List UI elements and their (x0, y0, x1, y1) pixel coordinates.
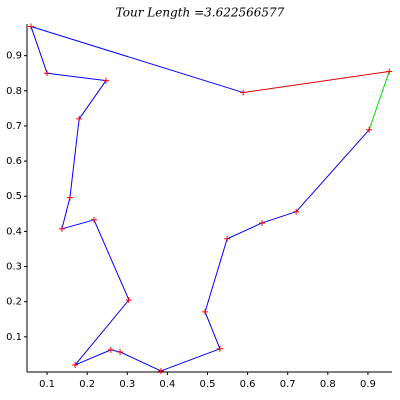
city-marker (28, 23, 35, 30)
city-marker (117, 348, 124, 355)
chart-title: Tour Length =3.622566577 (116, 6, 285, 20)
tour-edge (74, 299, 130, 366)
tour-edge (368, 71, 390, 130)
y-tick-label: 0.1 (6, 332, 22, 343)
city-marker (66, 194, 73, 201)
city-marker (202, 308, 209, 315)
city-marker (157, 367, 164, 374)
city-marker (44, 70, 51, 77)
tour-edge (204, 238, 228, 313)
x-tick-label: 0.1 (39, 379, 55, 390)
y-tick-label: 0.8 (6, 86, 22, 97)
x-tick-label: 0.2 (79, 379, 95, 390)
city-marker (386, 68, 393, 75)
y-tick-label: 0.3 (6, 262, 22, 273)
city-marker (366, 126, 373, 133)
city-marker (103, 77, 110, 84)
y-tick-label: 0.5 (6, 191, 22, 202)
city-marker (125, 296, 132, 303)
city-marker (58, 225, 65, 232)
city-marker (240, 89, 247, 96)
tour-edge (226, 222, 263, 240)
y-tick-label: 0.6 (6, 156, 22, 167)
tour-edge (69, 118, 80, 198)
city-marker (107, 346, 114, 353)
tour-edge (61, 197, 71, 230)
tour-edge (204, 311, 221, 349)
city-marker (90, 216, 97, 223)
city-marker (76, 115, 83, 122)
y-tick-label: 0.4 (6, 226, 22, 237)
x-tick-label: 0.4 (159, 379, 175, 390)
tour-edge (78, 80, 107, 120)
x-tick-label: 0.6 (240, 379, 256, 390)
y-tick-label: 0.2 (6, 297, 22, 308)
y-tick-label: 0.7 (6, 121, 22, 132)
tour-edge (93, 219, 130, 301)
x-tick-label: 0.7 (280, 379, 296, 390)
tour-edge (61, 219, 95, 230)
city-marker (72, 361, 79, 368)
tour-edge (74, 349, 112, 366)
tour-edge (160, 348, 221, 372)
tour-edge (261, 211, 297, 224)
x-tick-label: 0.9 (360, 379, 376, 390)
tour-edge (46, 72, 107, 82)
y-tick-label: 0.9 (6, 51, 22, 62)
tour-edge (295, 129, 370, 213)
x-tick-label: 0.8 (320, 379, 336, 390)
tour-edge (243, 70, 390, 94)
tour-edge (119, 351, 162, 372)
x-tick-label: 0.5 (200, 379, 216, 390)
city-marker (224, 235, 231, 242)
city-marker (293, 208, 300, 215)
city-marker (216, 345, 223, 352)
city-marker (259, 219, 266, 226)
tour-edge (30, 26, 48, 74)
x-tick-label: 0.3 (119, 379, 135, 390)
tour-edge (30, 25, 244, 94)
